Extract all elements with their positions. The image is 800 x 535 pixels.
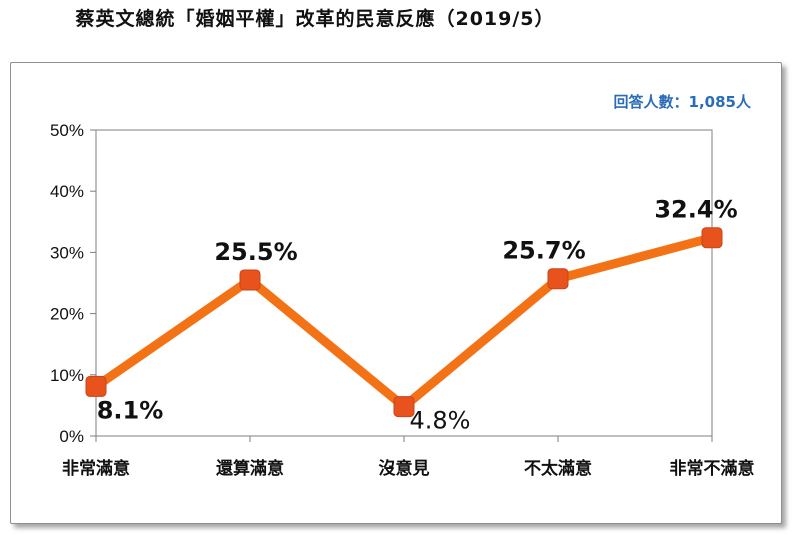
data-point-marker — [547, 268, 569, 290]
y-tick-label: 50% — [50, 121, 84, 140]
data-point-marker — [701, 227, 723, 249]
x-tick-label: 非常不滿意 — [670, 458, 755, 479]
y-tick-label: 10% — [50, 366, 84, 385]
plot-area-border — [95, 129, 713, 437]
chart-title: 蔡英文總統「婚姻平權」改革的民意反應（2019/5） — [75, 8, 555, 30]
x-tick-label: 沒意見 — [379, 458, 430, 479]
data-point-marker — [85, 375, 107, 397]
data-point-marker — [393, 396, 415, 418]
data-label: 25.7% — [502, 237, 585, 265]
y-tick-label: 0% — [59, 427, 84, 446]
series-line — [91, 233, 717, 412]
y-tick-label: 20% — [50, 305, 84, 324]
data-label: 8.1% — [97, 396, 164, 424]
x-tick-label: 非常滿意 — [62, 458, 130, 479]
y-tick-label: 30% — [50, 243, 84, 262]
data-label: 32.4% — [654, 196, 737, 224]
data-label: 25.5% — [214, 238, 297, 266]
x-tick-label: 還算滿意 — [216, 458, 284, 479]
chart-frame: 回答人數：1,085人 — [10, 62, 782, 524]
x-tick-label: 不太滿意 — [524, 458, 592, 479]
data-point-marker — [239, 269, 261, 291]
data-label: 4.8% — [410, 407, 471, 435]
sample-size-note: 回答人數：1,085人 — [613, 93, 751, 111]
y-tick-label: 40% — [50, 182, 84, 201]
